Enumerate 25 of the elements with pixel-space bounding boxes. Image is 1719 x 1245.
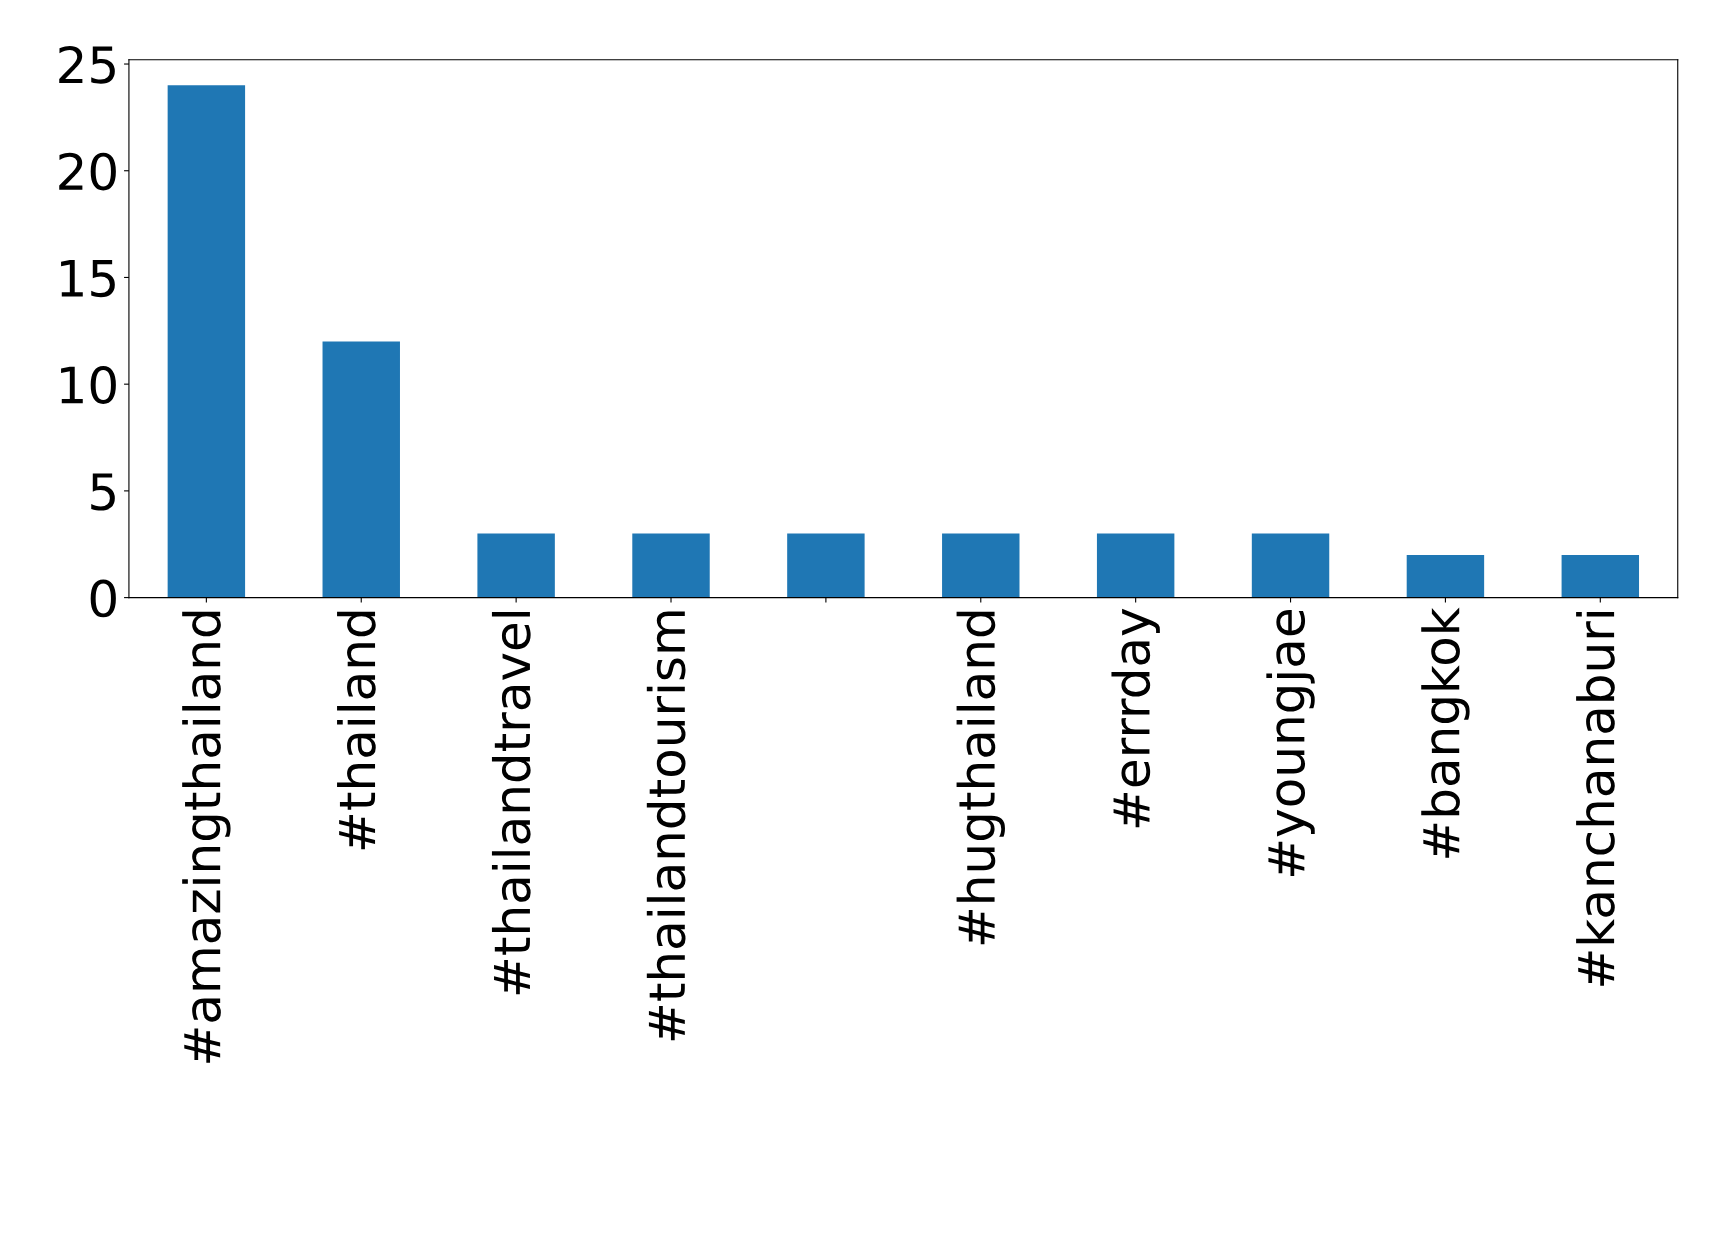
y-tick-label: 20 — [59, 152, 116, 191]
x-tick-label: #thailandtourism — [646, 611, 686, 1041]
y-tick-label: 15 — [61, 260, 115, 298]
x-tick-label: #thailandtravel — [491, 612, 531, 995]
bar — [1251, 533, 1330, 598]
bar — [787, 533, 865, 598]
bar — [322, 341, 400, 598]
x-tick-label: #hugthailand — [956, 611, 1005, 945]
y-tick-label: 10 — [61, 366, 116, 404]
bar — [1406, 554, 1485, 598]
x-tick-label: #bangkok — [1421, 607, 1470, 858]
x-tick-label: #kanchanaburi — [1576, 612, 1615, 986]
bar — [1096, 533, 1175, 598]
bar — [632, 533, 710, 598]
y-tick-label: 0 — [90, 579, 116, 618]
bar — [1561, 554, 1640, 598]
bar — [942, 533, 1020, 598]
x-tick-label: #thailand — [337, 611, 376, 850]
x-tick-label: #errrday — [1111, 608, 1160, 828]
y-tick-label: 5 — [91, 473, 115, 511]
y-tick-label: 25 — [59, 45, 115, 84]
x-tick-label: #youngjae — [1266, 610, 1315, 876]
bar — [167, 85, 246, 598]
x-tick-label: #amazingthailand — [182, 611, 231, 1063]
bar — [477, 533, 555, 598]
